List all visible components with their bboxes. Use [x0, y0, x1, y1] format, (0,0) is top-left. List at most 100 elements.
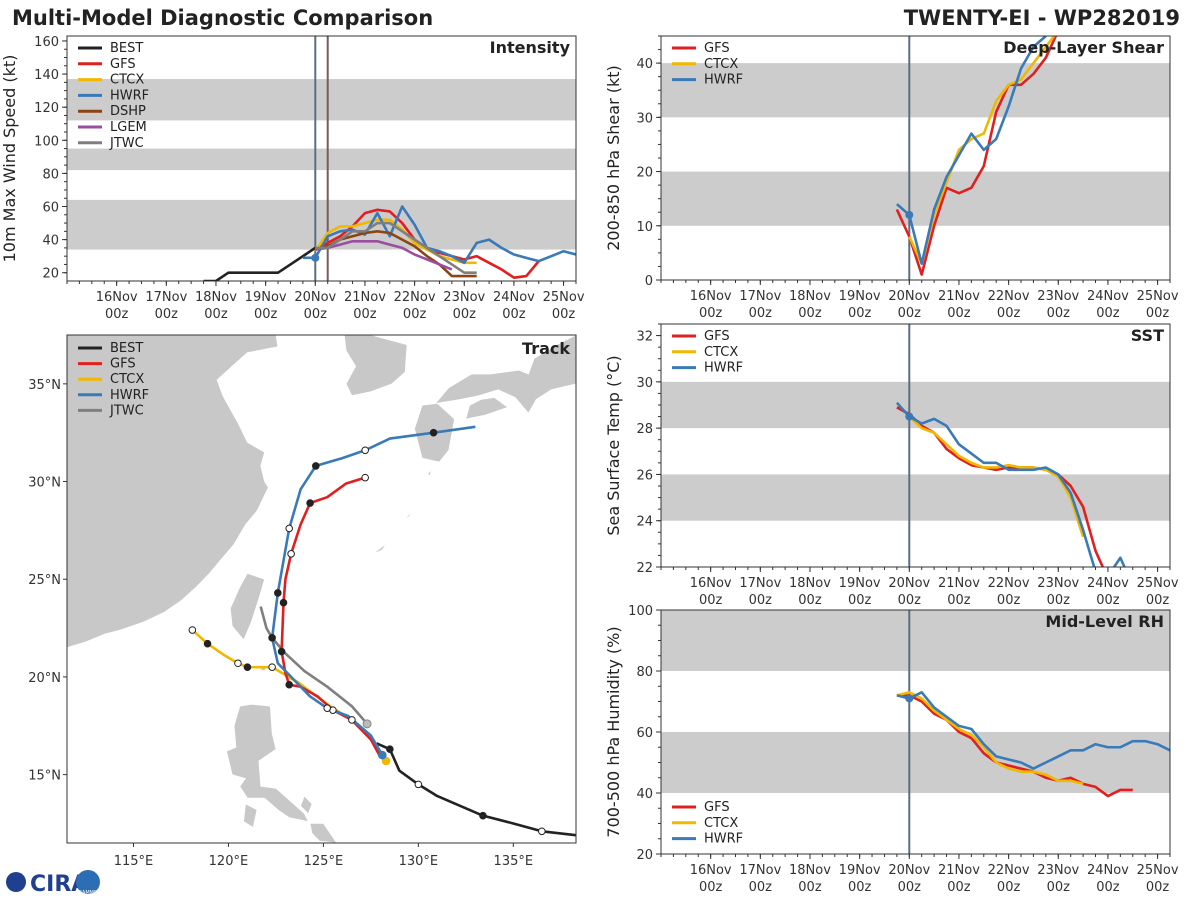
track-marker-hwrf [268, 634, 276, 642]
series-line-jtwc [315, 221, 477, 275]
x-tick-hour: 00z [105, 307, 129, 322]
track-marker-ctcx [348, 716, 356, 724]
sst-panel: 22 24 26 28 30 32 16Nov 00z 17Nov 00z 18Nov 00z 19No… [604, 323, 1179, 608]
x-tick-hour: 00z [947, 880, 971, 895]
series-line-hwrf [896, 691, 1170, 770]
legend-label-best: BEST [110, 41, 143, 56]
x-tick-date: 19Nov [839, 863, 881, 878]
init-point-hwrf [905, 694, 914, 703]
lat-tick-label: 35°N [28, 378, 61, 393]
x-tick-date: 23Nov [1037, 576, 1079, 591]
x-tick-date: 25Nov [543, 290, 585, 305]
legend-label-gfs: GFS [704, 800, 730, 815]
x-tick-hour: 00z [353, 307, 377, 322]
y-tick-label: 10 [636, 220, 653, 235]
track-marker-gfs [279, 598, 288, 607]
track-line-gfs [280, 476, 382, 758]
x-tick-hour: 00z [699, 880, 723, 895]
x-tick-date: 25Nov [1137, 576, 1179, 591]
legend-label-hwrf: HWRF [110, 388, 149, 403]
catanduanes-shape [300, 795, 313, 815]
track-line-hwrf [270, 425, 476, 756]
x-tick-hour: 00z [798, 306, 822, 321]
panel-title: Intensity [490, 38, 571, 57]
x-tick-hour: 00z [1146, 593, 1170, 608]
x-tick-date: 24Nov [1087, 576, 1129, 591]
x-tick-date: 24Nov [1087, 289, 1129, 304]
x-tick-hour: 00z [848, 306, 872, 321]
shading-band [661, 63, 1170, 118]
x-tick-date: 17Nov [739, 576, 781, 591]
lat-tick-label: 30°N [28, 476, 61, 491]
taiwan-shape [230, 573, 265, 641]
x-tick-date: 18Nov [195, 290, 237, 305]
legend-label-lgem: LGEM [110, 120, 147, 135]
track-line-best [376, 742, 576, 837]
track-marker-gfs [306, 499, 314, 507]
x-tick-hour: 00z [1047, 880, 1071, 895]
track-marker-gfs [285, 680, 294, 689]
track-marker-hwrf [323, 704, 331, 712]
y-tick-label: 20 [636, 166, 653, 181]
storm-id-title: TWENTY-EI - WP282019 [904, 6, 1180, 30]
shading-band [67, 79, 576, 121]
x-tick-hour: 00z [155, 307, 179, 322]
series-line-best [203, 246, 317, 281]
series-line-hwrf [896, 36, 1047, 266]
y-tick-label: 140 [34, 68, 59, 83]
shading-band [67, 148, 576, 171]
y-tick-label: 28 [636, 422, 653, 437]
panel-title: Deep-Layer Shear [1003, 38, 1164, 57]
korea-shape [343, 335, 408, 396]
y-axis-label: 700-500 hPa Humidity (%) [604, 626, 623, 837]
x-tick-hour: 00z [304, 307, 328, 322]
track-marker-gfs [287, 550, 295, 558]
x-tick-hour: 00z [997, 306, 1021, 321]
x-tick-hour: 00z [552, 307, 576, 322]
shading-band [661, 171, 1170, 226]
x-tick-hour: 00z [699, 306, 723, 321]
legend-label-ctcx: CTCX [110, 372, 144, 387]
x-tick-hour: 00z [997, 593, 1021, 608]
shading-band [661, 474, 1170, 521]
honshu-shape [434, 335, 576, 414]
x-tick-hour: 00z [898, 880, 922, 895]
legend-label-hwrf: HWRF [704, 361, 743, 376]
x-tick-date: 21Nov [938, 576, 980, 591]
x-tick-date: 17Nov [739, 289, 781, 304]
series-line-ctcx [896, 691, 1084, 786]
x-tick-date: 21Nov [938, 289, 980, 304]
y-tick-label: 40 [636, 787, 653, 802]
x-tick-hour: 00z [403, 307, 427, 322]
track-marker-jtwc [362, 719, 372, 729]
track-marker-best [479, 811, 487, 820]
x-tick-hour: 00z [848, 593, 872, 608]
track-marker-hwrf [361, 446, 369, 455]
x-tick-hour: 00z [254, 307, 278, 322]
series-line-hwrf [895, 401, 1126, 567]
y-tick-label: 20 [42, 267, 59, 282]
x-tick-hour: 00z [997, 880, 1021, 895]
shading-band [661, 732, 1170, 793]
rammb-badge-icon [76, 870, 100, 894]
track-panel: 115°E 120°E 125°E 130°E 135°E 15°N 20°N 25°N 30°… [28, 334, 577, 869]
y-tick-label: 120 [34, 101, 59, 116]
x-tick-hour: 00z [1096, 306, 1120, 321]
intensity-panel: 20 40 60 80 100 120 140 160 16Nov 00z 17Nov 00z 18No… [0, 35, 585, 322]
track-marker-ctcx [268, 663, 276, 671]
x-tick-date: 20Nov [888, 576, 930, 591]
y-tick-label: 100 [628, 604, 653, 619]
x-tick-date: 22Nov [988, 289, 1030, 304]
x-tick-date: 17Nov [739, 863, 781, 878]
lon-tick-label: 125°E [304, 854, 344, 869]
x-tick-date: 23Nov [1037, 863, 1079, 878]
x-tick-date: 25Nov [1137, 289, 1179, 304]
legend-label-jtwc: JTWC [109, 403, 144, 418]
y-axis-label: Sea Surface Temp (°C) [604, 355, 623, 535]
y-tick-label: 30 [636, 111, 653, 126]
x-tick-date: 20Nov [888, 863, 930, 878]
x-tick-date: 16Nov [96, 290, 138, 305]
x-tick-hour: 00z [204, 307, 228, 322]
miyako-shape [326, 580, 334, 586]
